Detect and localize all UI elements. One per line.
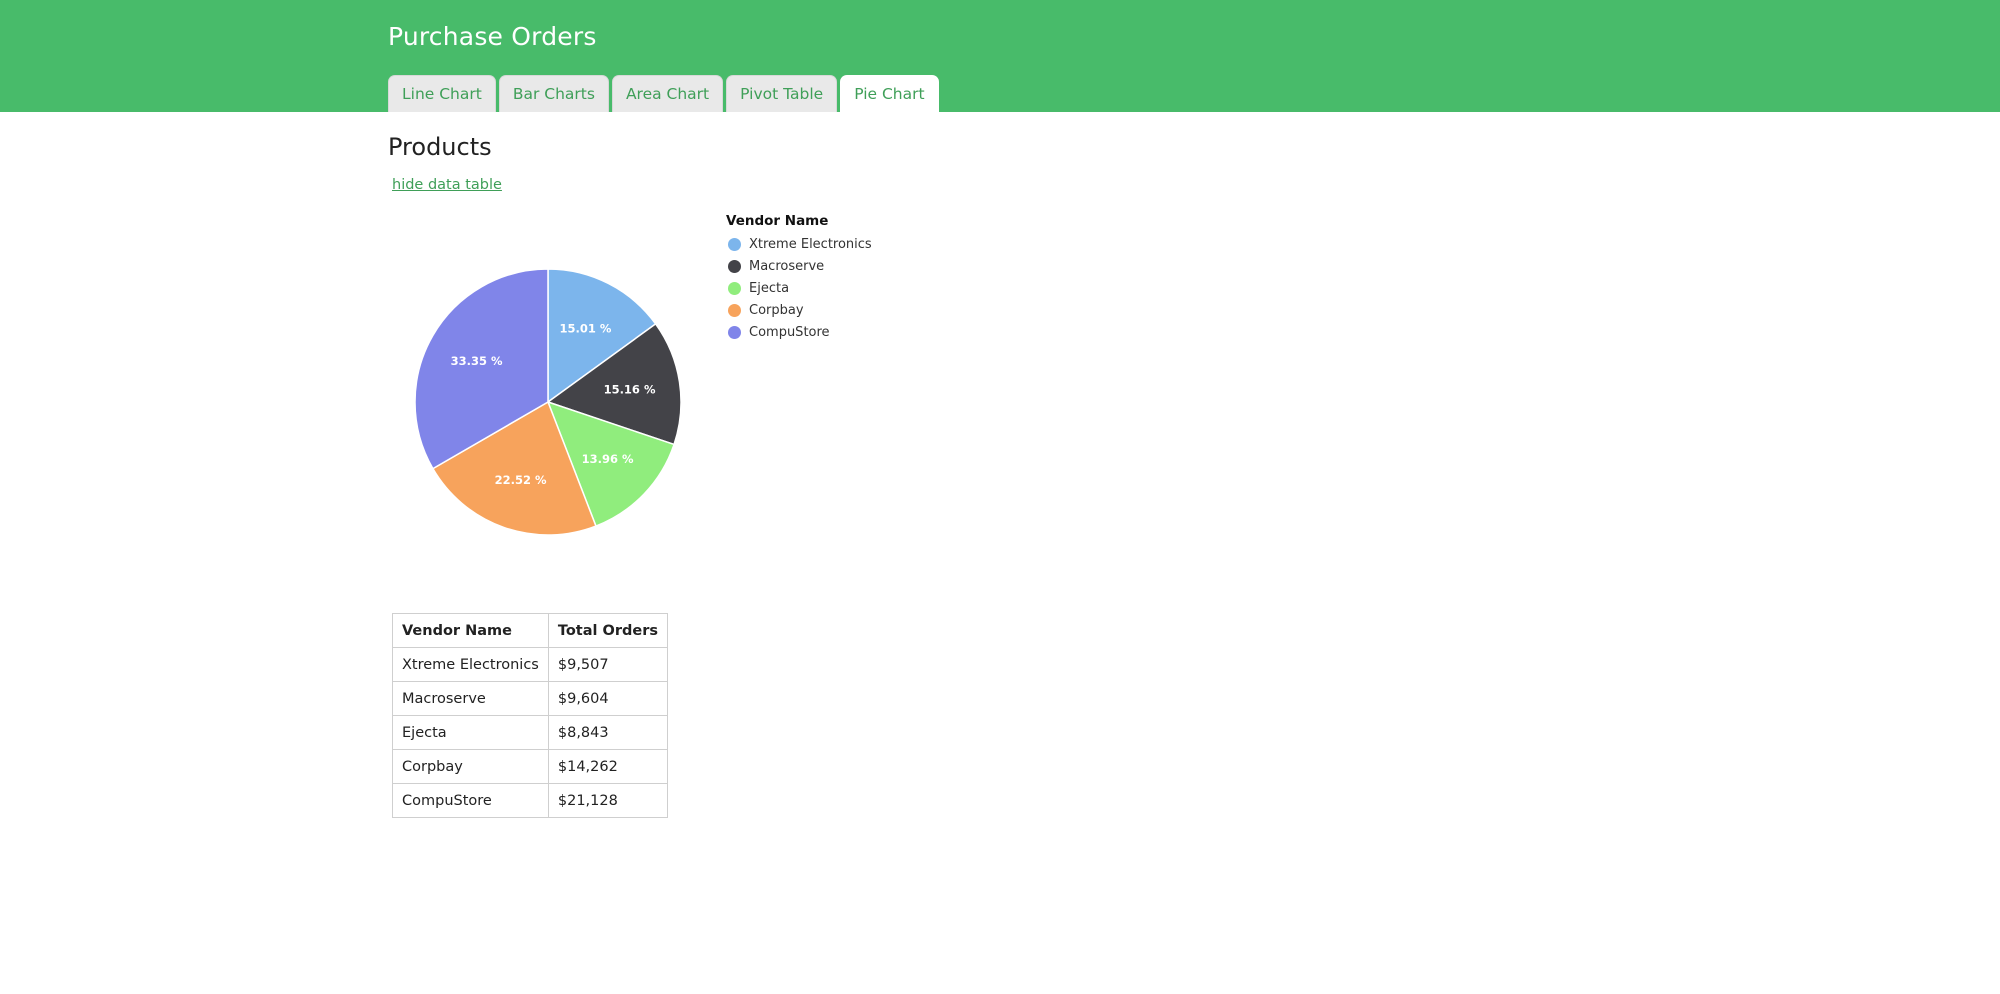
tab-pivot-table[interactable]: Pivot Table [726, 75, 838, 112]
vendor-name-cell: Ejecta [392, 715, 549, 750]
tab-area-chart[interactable]: Area Chart [611, 75, 724, 112]
legend-label: Macroserve [749, 258, 825, 274]
total-orders-cell: $9,507 [547, 647, 669, 682]
hide-data-table-link[interactable]: hide data table [392, 177, 502, 193]
pie-slice[interactable] [547, 268, 657, 404]
pie-chart: 15.01 % 15.16 % 13.96 % 22.52 % 33.35 % [414, 268, 682, 536]
legend-item[interactable]: Ejecta [726, 277, 872, 299]
legend-swatch [728, 281, 741, 295]
tab-pie-chart[interactable]: Pie Chart [840, 75, 939, 112]
legend-label: CompuStore [749, 324, 830, 340]
tab-line-chart[interactable]: Line Chart [388, 75, 496, 112]
pie-slice-labels: 15.01 % 15.16 % 13.96 % 22.52 % 33.35 % [451, 322, 656, 487]
table-header-row: Vendor Name Total Orders [392, 613, 669, 648]
pie-slices [414, 268, 682, 536]
total-orders-cell: $9,604 [547, 681, 669, 716]
pie-slice[interactable] [431, 400, 597, 536]
vendor-name-cell: Corpbay [392, 749, 549, 784]
vendor-name-cell: CompuStore [392, 783, 549, 818]
legend-item[interactable]: Xtreme Electronics [726, 233, 872, 255]
legend-item[interactable]: Corpbay [726, 299, 872, 321]
table-row: Corpbay $14,262 [392, 749, 669, 784]
legend-swatch [728, 237, 741, 251]
legend-label: Ejecta [749, 280, 790, 296]
pie-slice[interactable] [546, 400, 675, 528]
tab-bar-charts[interactable]: Bar Charts [498, 75, 609, 112]
vendor-name-cell: Macroserve [392, 681, 549, 716]
page-title: Products [388, 133, 492, 161]
legend-item[interactable]: Macroserve [726, 255, 872, 277]
app-header: Purchase Orders Line Chart Bar Charts Ar… [0, 0, 2000, 112]
pie-slice-label: 13.96 % [582, 452, 634, 466]
legend-label: Xtreme Electronics [749, 236, 872, 252]
legend-swatch [728, 303, 741, 317]
pie-slice-label: 15.16 % [604, 383, 656, 397]
table-row: Xtreme Electronics $9,507 [392, 647, 669, 682]
total-orders-cell: $21,128 [547, 783, 669, 818]
data-table: Vendor Name Total Orders Xtreme Electron… [392, 613, 669, 818]
pie-slice[interactable] [414, 268, 549, 470]
table-row: Ejecta $8,843 [392, 715, 669, 750]
column-header-vendor-name: Vendor Name [392, 613, 549, 648]
column-header-total-orders: Total Orders [547, 613, 669, 648]
legend-swatch [728, 325, 741, 339]
tab-bar: Line Chart Bar Charts Area Chart Pivot T… [388, 75, 942, 112]
pie-slice[interactable] [546, 322, 682, 446]
total-orders-cell: $14,262 [547, 749, 669, 784]
pie-slice-label: 22.52 % [495, 473, 547, 487]
legend-item[interactable]: CompuStore [726, 321, 872, 343]
legend-swatch [728, 259, 741, 273]
table-row: Macroserve $9,604 [392, 681, 669, 716]
legend-label: Corpbay [749, 302, 804, 318]
pie-slice-label: 33.35 % [451, 354, 503, 368]
app-title: Purchase Orders [388, 22, 597, 51]
total-orders-cell: $8,843 [547, 715, 669, 750]
vendor-name-cell: Xtreme Electronics [392, 647, 549, 682]
table-row: CompuStore $21,128 [392, 783, 669, 818]
legend-title: Vendor Name [726, 213, 829, 229]
chart-legend: Vendor Name Xtreme Electronics Macroserv… [726, 213, 872, 343]
pie-slice-label: 15.01 % [560, 322, 612, 336]
